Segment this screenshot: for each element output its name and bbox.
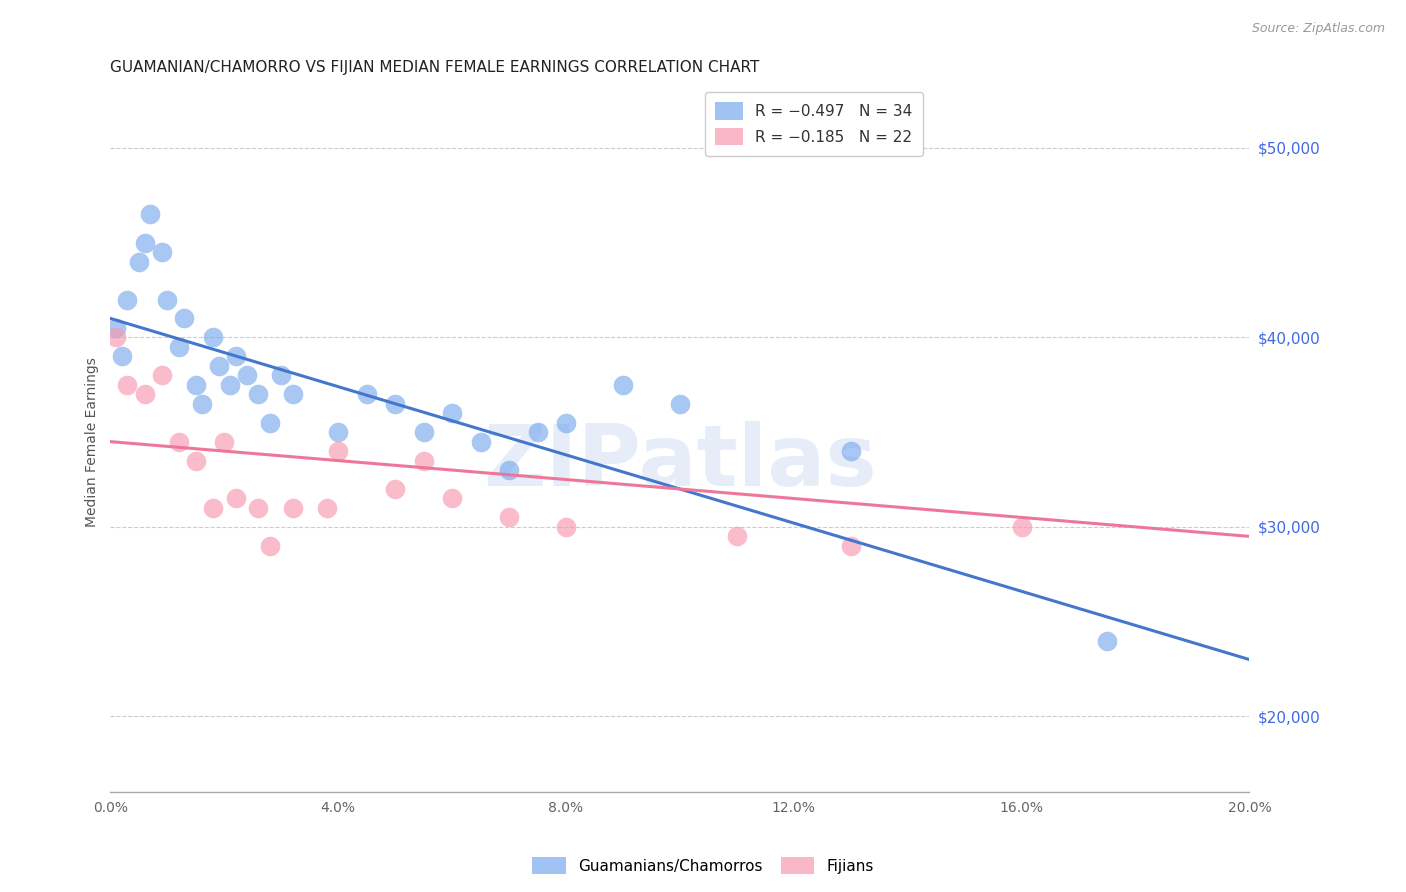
Point bbox=[259, 539, 281, 553]
Point bbox=[214, 434, 236, 449]
Point bbox=[134, 387, 156, 401]
Point bbox=[725, 529, 748, 543]
Point bbox=[173, 311, 195, 326]
Point bbox=[117, 293, 139, 307]
Point bbox=[139, 207, 162, 221]
Y-axis label: Median Female Earnings: Median Female Earnings bbox=[86, 357, 100, 526]
Point bbox=[328, 425, 350, 439]
Point bbox=[105, 330, 128, 344]
Point bbox=[281, 387, 304, 401]
Text: ZIPatlas: ZIPatlas bbox=[484, 421, 877, 504]
Point bbox=[156, 293, 179, 307]
Point bbox=[150, 245, 173, 260]
Point bbox=[612, 377, 634, 392]
Point bbox=[201, 500, 224, 515]
Point bbox=[281, 500, 304, 515]
Point bbox=[190, 397, 212, 411]
Point bbox=[498, 463, 520, 477]
Point bbox=[315, 500, 337, 515]
Text: Source: ZipAtlas.com: Source: ZipAtlas.com bbox=[1251, 22, 1385, 36]
Point bbox=[356, 387, 378, 401]
Point bbox=[219, 377, 242, 392]
Point bbox=[184, 453, 207, 467]
Legend: R = −0.497   N = 34, R = −0.185   N = 22: R = −0.497 N = 34, R = −0.185 N = 22 bbox=[704, 92, 922, 156]
Point bbox=[441, 491, 464, 506]
Point bbox=[839, 539, 862, 553]
Point bbox=[555, 416, 578, 430]
Point bbox=[441, 406, 464, 420]
Point bbox=[225, 491, 247, 506]
Point bbox=[498, 510, 520, 524]
Text: GUAMANIAN/CHAMORRO VS FIJIAN MEDIAN FEMALE EARNINGS CORRELATION CHART: GUAMANIAN/CHAMORRO VS FIJIAN MEDIAN FEMA… bbox=[111, 60, 759, 75]
Point bbox=[328, 444, 350, 458]
Point bbox=[1011, 520, 1033, 534]
Point bbox=[201, 330, 224, 344]
Point bbox=[236, 368, 259, 383]
Point bbox=[111, 350, 134, 364]
Point bbox=[134, 235, 156, 250]
Point bbox=[669, 397, 692, 411]
Point bbox=[184, 377, 207, 392]
Point bbox=[470, 434, 492, 449]
Point bbox=[384, 397, 406, 411]
Point bbox=[270, 368, 292, 383]
Point bbox=[412, 425, 434, 439]
Point bbox=[128, 254, 150, 268]
Point bbox=[105, 321, 128, 335]
Point bbox=[555, 520, 578, 534]
Point bbox=[526, 425, 548, 439]
Point bbox=[1095, 633, 1118, 648]
Point bbox=[225, 350, 247, 364]
Legend: Guamanians/Chamorros, Fijians: Guamanians/Chamorros, Fijians bbox=[526, 851, 880, 880]
Point bbox=[207, 359, 229, 373]
Point bbox=[259, 416, 281, 430]
Point bbox=[150, 368, 173, 383]
Point bbox=[839, 444, 862, 458]
Point bbox=[247, 387, 270, 401]
Point bbox=[384, 482, 406, 496]
Point bbox=[117, 377, 139, 392]
Point bbox=[167, 340, 190, 354]
Point bbox=[247, 500, 270, 515]
Point bbox=[412, 453, 434, 467]
Point bbox=[167, 434, 190, 449]
